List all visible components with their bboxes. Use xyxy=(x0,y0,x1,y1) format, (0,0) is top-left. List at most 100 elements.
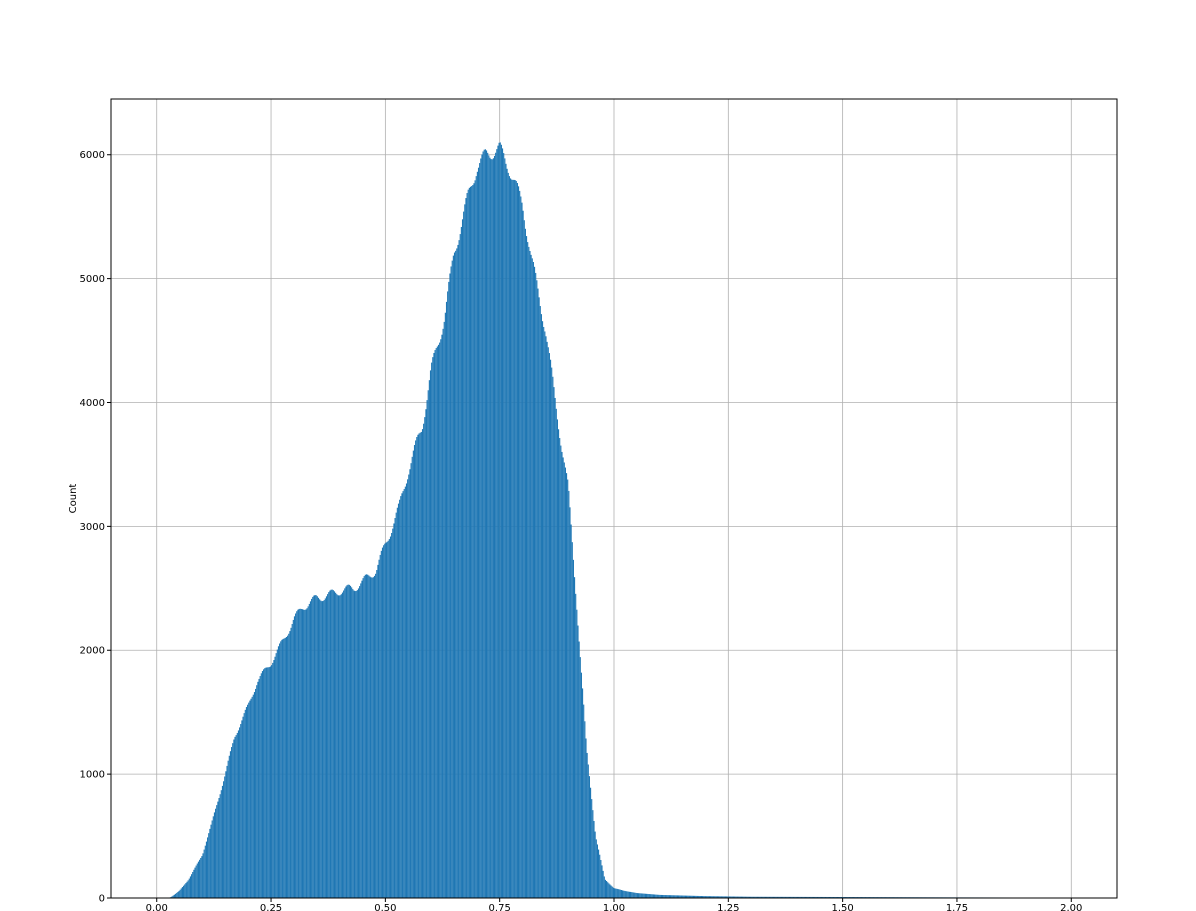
histogram-bar xyxy=(338,595,340,898)
histogram-bar xyxy=(507,172,509,898)
histogram-bar xyxy=(768,896,770,898)
histogram-bar xyxy=(810,896,812,898)
histogram-bar xyxy=(564,467,566,898)
histogram-bar xyxy=(207,837,209,898)
histogram-bar xyxy=(233,739,235,898)
histogram-bar xyxy=(241,720,243,898)
histogram-bar xyxy=(392,528,394,898)
histogram-bar xyxy=(271,665,273,898)
histogram-bar xyxy=(431,362,433,898)
histogram-bar xyxy=(244,709,246,898)
histogram-bar xyxy=(594,831,596,898)
histogram-bar xyxy=(401,493,403,898)
histogram-bar xyxy=(365,574,368,898)
histogram-bar xyxy=(321,601,323,898)
histogram-bar xyxy=(225,771,227,898)
histogram-bar xyxy=(634,892,636,898)
histogram-bar xyxy=(682,895,684,898)
histogram-bar xyxy=(372,577,374,898)
histogram-bar xyxy=(300,608,302,898)
histogram-bar xyxy=(269,666,272,898)
histogram-bar xyxy=(552,376,554,898)
histogram-bar xyxy=(835,896,837,898)
histogram-bar xyxy=(663,895,665,898)
histogram-bar xyxy=(544,331,546,898)
histogram-bar xyxy=(707,896,709,898)
histogram-bar xyxy=(204,845,206,898)
histogram-bar xyxy=(176,892,178,898)
histogram-bar xyxy=(196,863,198,898)
histogram-bar xyxy=(488,155,490,898)
histogram-bar xyxy=(631,892,633,898)
histogram-bar xyxy=(490,159,492,898)
histogram-bar xyxy=(665,895,667,898)
histogram-bar xyxy=(208,833,210,898)
y-tick-label: 0 xyxy=(99,894,105,905)
histogram-bar xyxy=(363,576,365,898)
histogram-bar xyxy=(359,586,361,898)
histogram-bar xyxy=(497,145,499,898)
histogram-bar xyxy=(563,462,565,898)
histogram-bar xyxy=(331,589,333,898)
histogram-bar xyxy=(626,891,628,898)
histogram-bar xyxy=(425,409,427,898)
histogram-bar xyxy=(450,266,452,899)
histogram-bar xyxy=(800,896,802,898)
histogram-bar xyxy=(403,489,405,898)
histogram-bar xyxy=(284,637,286,898)
histogram-bar xyxy=(170,896,172,898)
histogram-bar xyxy=(579,657,581,898)
histogram-bar xyxy=(801,896,803,898)
histogram-bar xyxy=(764,896,767,898)
histogram-bar xyxy=(532,262,534,899)
histogram-bar xyxy=(319,599,321,898)
histogram-bar xyxy=(281,639,283,898)
histogram-bar xyxy=(192,871,194,898)
histogram-bar xyxy=(220,790,222,898)
histogram-bar xyxy=(774,896,776,898)
histogram-bar xyxy=(585,738,587,898)
histogram-bar xyxy=(501,148,504,899)
histogram-bar xyxy=(361,580,363,898)
histogram-bar xyxy=(411,456,413,898)
histogram-bar xyxy=(354,591,356,898)
histogram-bar xyxy=(569,507,571,898)
histogram-bar xyxy=(460,226,462,899)
histogram-bar xyxy=(567,479,569,898)
histogram-bar xyxy=(822,896,824,898)
histogram-bar xyxy=(565,473,568,898)
histogram-bar xyxy=(212,816,214,898)
histogram-bar xyxy=(328,592,330,898)
histogram-bar xyxy=(379,554,381,898)
histogram-bar xyxy=(307,606,309,898)
histogram-bar xyxy=(688,895,690,898)
histogram-bar xyxy=(466,193,468,899)
histogram-bar xyxy=(458,240,460,898)
histogram-bar xyxy=(240,724,242,898)
histogram-bar xyxy=(437,344,440,898)
histogram-bar xyxy=(814,896,816,898)
histogram-bar xyxy=(453,252,456,899)
histogram-bar xyxy=(525,236,528,898)
histogram-bar xyxy=(511,179,513,898)
histogram-bar xyxy=(439,342,441,898)
histogram-bar xyxy=(736,896,738,898)
histogram-bar xyxy=(775,896,777,898)
histogram-bar xyxy=(348,584,350,898)
histogram-bar xyxy=(509,178,512,898)
histogram-bar xyxy=(698,895,700,898)
histogram-bar xyxy=(779,896,781,898)
histogram-bar xyxy=(492,158,494,899)
histogram-bar xyxy=(335,592,337,898)
histogram-bar xyxy=(175,893,177,898)
histogram-bar xyxy=(259,676,261,898)
histogram-bar xyxy=(795,896,797,898)
histogram-bar xyxy=(195,865,197,898)
histogram-bar xyxy=(417,434,419,898)
histogram-bar xyxy=(635,892,637,898)
histogram-bar xyxy=(659,894,661,898)
histogram-bar xyxy=(480,158,482,898)
histogram-bar xyxy=(249,700,251,898)
histogram-bar xyxy=(783,896,785,898)
histogram-bar xyxy=(729,896,731,898)
